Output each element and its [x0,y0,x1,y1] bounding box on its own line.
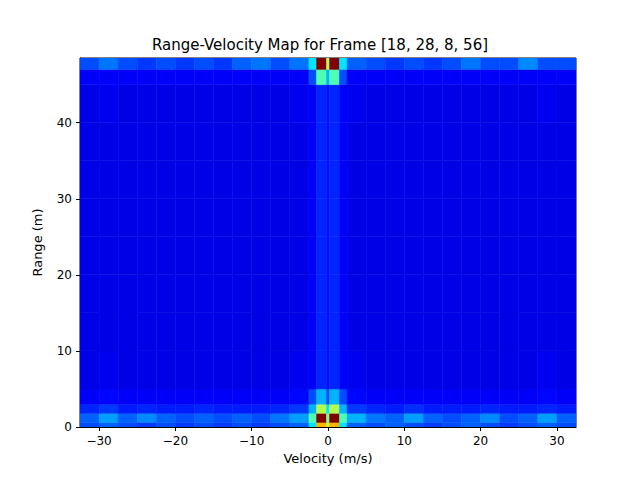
svg-text:20: 20 [473,434,488,448]
svg-text:40: 40 [57,116,72,130]
svg-text:0: 0 [324,434,332,448]
svg-text:30: 30 [549,434,564,448]
svg-text:−30: −30 [86,434,111,448]
svg-text:Range (m): Range (m) [30,208,45,276]
svg-text:Range-Velocity Map for Frame [: Range-Velocity Map for Frame [18, 28, 8,… [152,36,488,54]
svg-text:10: 10 [397,434,412,448]
svg-text:10: 10 [57,344,72,358]
svg-text:0: 0 [64,420,72,434]
svg-text:30: 30 [57,192,72,206]
svg-text:Velocity (m/s): Velocity (m/s) [283,451,372,466]
svg-text:−10: −10 [239,434,264,448]
svg-text:20: 20 [57,268,72,282]
svg-text:−20: −20 [163,434,188,448]
